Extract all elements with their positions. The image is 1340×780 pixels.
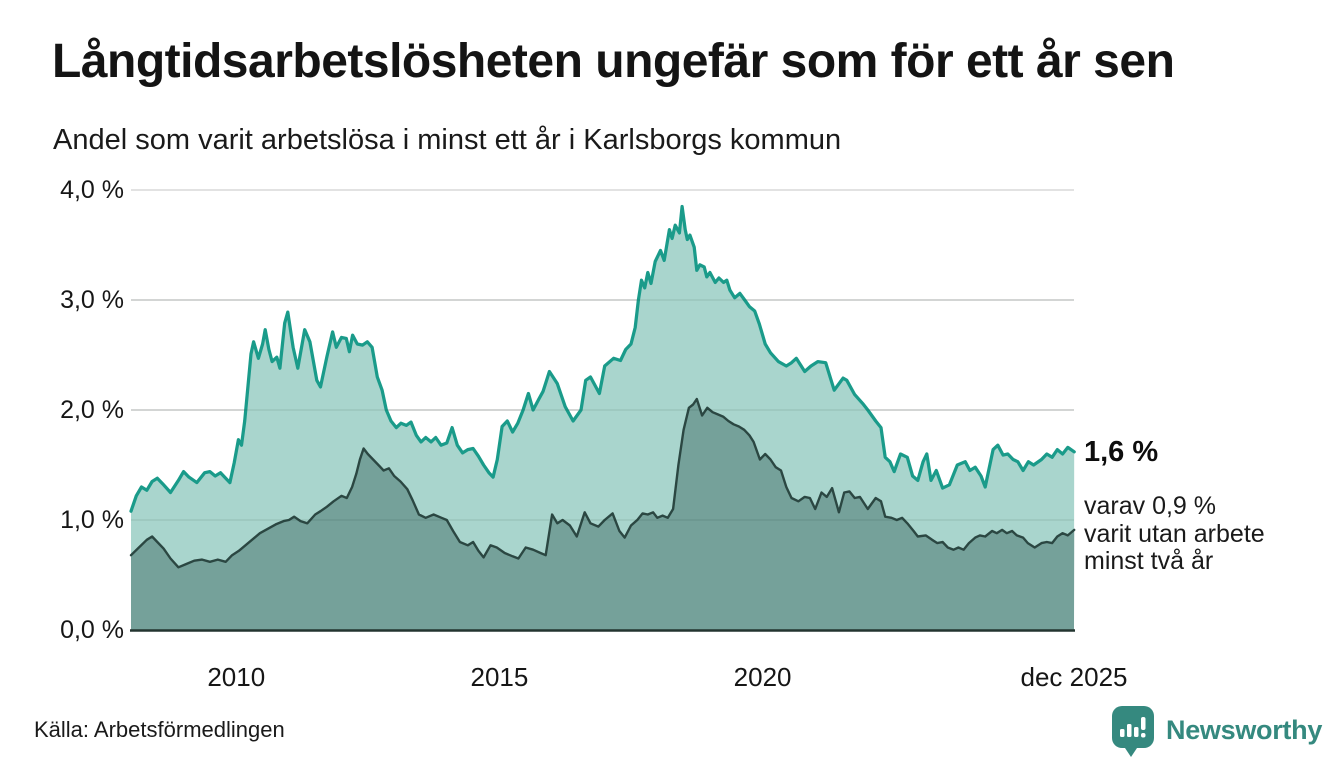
end-value-subset-label: varav 0,9 % varit utan arbete minst två … [1084, 492, 1265, 576]
y-tick-label: 3,0 % [60, 286, 124, 314]
x-tick-label: 2020 [733, 662, 792, 692]
brand-lockup: Newsworthy [1110, 704, 1322, 758]
x-tick-label: 2015 [470, 662, 529, 692]
subset-label-line2: varit utan arbete [1084, 519, 1265, 548]
y-tick-label: 0,0 % [60, 616, 124, 644]
subset-label-line3: minst två år [1084, 547, 1214, 575]
subset-line [129, 397, 1076, 569]
end-value-total-label: 1,6 % [1084, 436, 1159, 468]
x-tick-label: 2010 [207, 662, 266, 692]
page-title: Långtidsarbetslösheten ungefär som för e… [52, 35, 1175, 88]
subset-label-line1: varav 0,9 % [1084, 492, 1217, 520]
y-tick-label: 2,0 % [60, 396, 124, 424]
brand-name: Newsworthy [1166, 715, 1323, 745]
y-tick-label: 1,0 % [60, 506, 124, 534]
total-line [129, 204, 1076, 513]
subset-area-fill [131, 399, 1075, 630]
y-tick-label: 4,0 % [60, 176, 124, 204]
newsworthy-logo-icon [1112, 706, 1154, 757]
x-tick-label: dec 2025 [1020, 662, 1128, 692]
chart-subtitle: Andel som varit arbetslösa i minst ett å… [53, 124, 842, 156]
source-credit: Källa: Arbetsförmedlingen [34, 717, 285, 742]
